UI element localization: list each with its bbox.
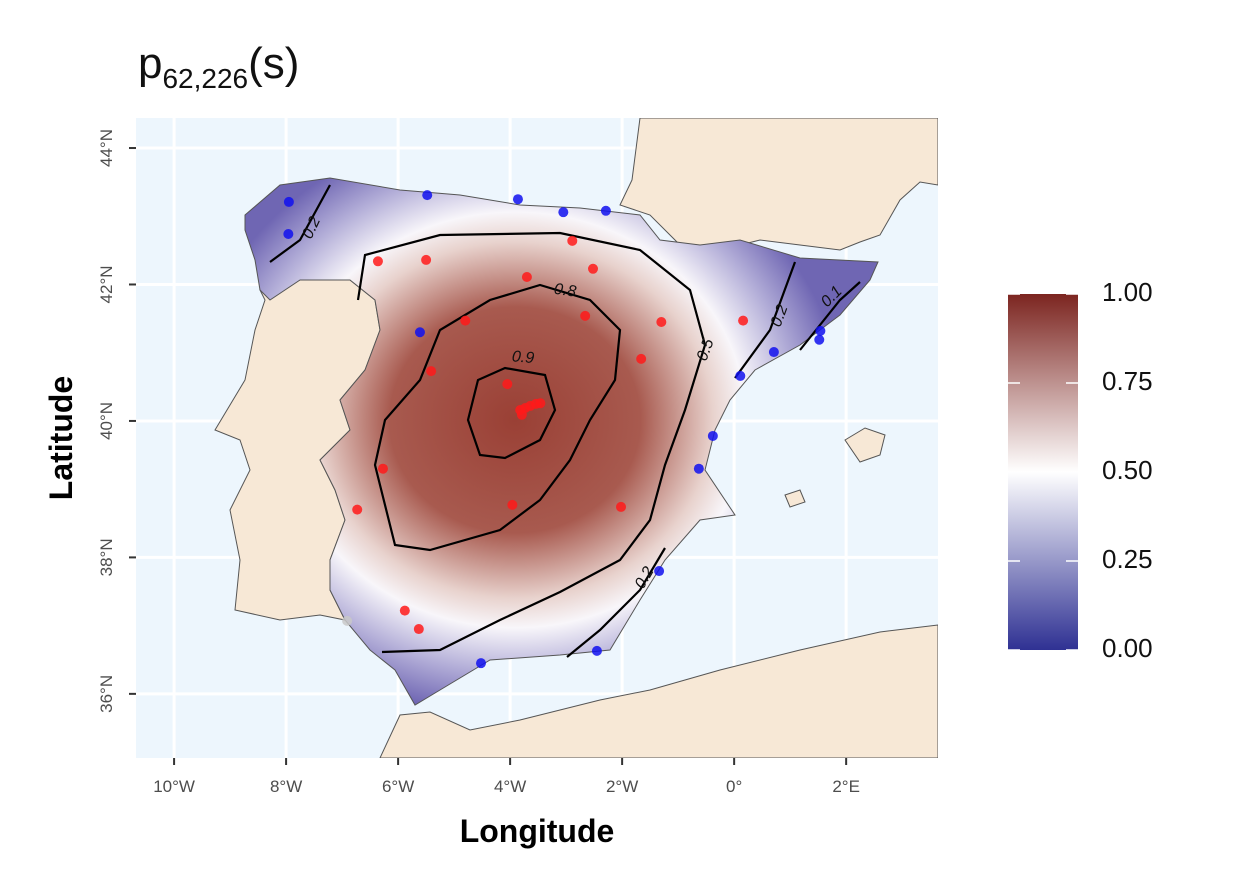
chart-title: p62,226(s) xyxy=(138,39,299,94)
station-point xyxy=(815,325,826,336)
x-tick-label: 6°W xyxy=(382,777,414,796)
contour-label: 0.2 xyxy=(768,302,792,329)
station-point xyxy=(507,499,518,510)
station-point xyxy=(707,430,718,441)
title-main: p xyxy=(138,39,162,88)
station-point xyxy=(600,205,611,216)
x-tick-label: 8°W xyxy=(270,777,302,796)
station-point xyxy=(636,353,647,364)
axes: 10°W 8°W 6°W 4°W 2°W 0° 2°E 36°N 38°N 40°N 42°N 44°… xyxy=(97,129,860,796)
colorbar: 0.00 0.25 0.50 0.75 1.00 xyxy=(1008,277,1153,663)
contour-0.8 xyxy=(373,283,622,552)
station-point xyxy=(352,504,363,515)
x-tick-label: 2°W xyxy=(606,777,638,796)
contour-0.5 xyxy=(356,231,707,654)
x-tick-label: 0° xyxy=(726,777,742,796)
station-point xyxy=(654,566,665,577)
station-point xyxy=(521,271,532,282)
france xyxy=(619,118,938,251)
colorbar-tick-label: 1.00 xyxy=(1102,277,1153,307)
station-point xyxy=(414,327,425,338)
mallorca xyxy=(844,427,886,463)
probability-field xyxy=(244,177,879,706)
station-point xyxy=(372,256,383,267)
station-point xyxy=(735,370,746,381)
station-point xyxy=(738,315,749,326)
y-axis-label: Latitude xyxy=(43,376,79,500)
station-point xyxy=(558,207,569,218)
station-point xyxy=(591,645,602,656)
title-subscript: 62,226 xyxy=(162,63,248,94)
station-point xyxy=(426,366,437,377)
station-point xyxy=(656,317,667,328)
y-tick-label: 42°N xyxy=(97,265,116,303)
station-point xyxy=(535,398,546,409)
colorbar-tick-label: 0.75 xyxy=(1102,366,1153,396)
station-point xyxy=(399,605,410,616)
station-point xyxy=(283,228,294,239)
contour-0.2-ne xyxy=(734,261,797,379)
y-tick-label: 38°N xyxy=(97,538,116,576)
station-point xyxy=(512,194,523,205)
station-point xyxy=(283,196,294,207)
y-tick-label: 44°N xyxy=(97,129,116,167)
colorbar-tick-label: 0.50 xyxy=(1102,455,1153,485)
station-point xyxy=(421,254,432,265)
y-tick-label: 40°N xyxy=(97,402,116,440)
station-point xyxy=(588,263,599,274)
station-point xyxy=(693,463,704,474)
station-point xyxy=(580,310,591,321)
x-tick-label: 2°E xyxy=(832,777,860,796)
station-point xyxy=(768,347,779,358)
contour-label: 0.8 xyxy=(553,281,577,301)
y-tick-label: 36°N xyxy=(97,675,116,713)
x-tick-label: 10°W xyxy=(153,777,195,796)
points xyxy=(283,190,826,669)
map-panel: 0.20.80.9 0.50.20.10.2 xyxy=(136,118,938,758)
contour-0.1 xyxy=(799,281,861,351)
station-point xyxy=(616,501,627,512)
contour-label: 0.5 xyxy=(694,336,718,363)
station-point xyxy=(502,379,513,390)
contour-0.2-nw xyxy=(269,184,331,263)
station-point xyxy=(377,463,388,474)
contour-0.2-se xyxy=(566,547,666,658)
x-tick-label: 4°W xyxy=(494,777,526,796)
station-point xyxy=(516,409,527,420)
contours xyxy=(269,184,861,658)
station-point xyxy=(342,615,353,626)
contour-label: 0.9 xyxy=(511,348,535,367)
station-point xyxy=(413,624,424,635)
station-point xyxy=(475,658,486,669)
station-point xyxy=(814,334,825,345)
station-point xyxy=(567,235,578,246)
ibiza xyxy=(784,489,806,508)
title-suffix: (s) xyxy=(248,39,299,88)
x-axis-label: Longitude xyxy=(460,813,615,849)
colorbar-tick-label: 0.25 xyxy=(1102,544,1153,574)
station-point xyxy=(460,315,471,326)
station-point xyxy=(422,190,433,201)
colorbar-tick-label: 0.00 xyxy=(1102,633,1153,663)
contour-0.9 xyxy=(466,366,557,460)
africa xyxy=(379,624,938,758)
